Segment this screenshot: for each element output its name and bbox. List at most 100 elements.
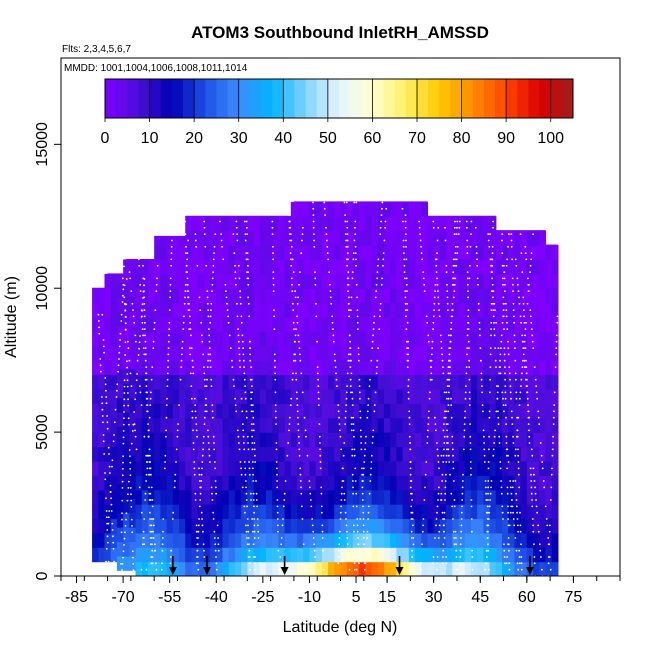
rh-cell (352, 230, 360, 246)
track-dot (349, 340, 351, 343)
rh-cell (297, 216, 304, 232)
rh-cell (228, 403, 236, 419)
rh-cell (191, 259, 199, 275)
rh-cell (172, 245, 180, 261)
track-dot (220, 233, 223, 236)
track-dot (367, 397, 370, 400)
colorbar-bin (116, 79, 128, 118)
track-dot (446, 429, 448, 432)
rh-cell (439, 388, 447, 404)
rh-cell (408, 259, 416, 275)
track-dot (175, 448, 178, 451)
track-dot (499, 372, 502, 375)
track-dot (192, 366, 194, 368)
rh-cell (359, 417, 366, 433)
track-dot (106, 529, 109, 531)
track-dot (506, 467, 508, 470)
track-dot (495, 366, 497, 368)
rh-cell (172, 489, 180, 505)
track-dot (420, 562, 423, 565)
rh-cell (415, 360, 422, 376)
rh-cell (359, 245, 366, 261)
track-dot (313, 233, 315, 236)
x-tick-label: 60 (518, 589, 536, 606)
track-dot (329, 296, 332, 299)
track-dot (360, 435, 362, 438)
rh-cell (259, 331, 267, 347)
track-dot (488, 435, 490, 438)
rh-cell (489, 360, 497, 376)
track-dot (480, 372, 483, 375)
track-dot (505, 423, 507, 425)
rh-cell (415, 345, 422, 361)
track-dot (344, 220, 347, 223)
track-dot (216, 524, 219, 527)
track-dot (184, 220, 187, 223)
rh-cell (147, 446, 155, 462)
rh-cell (160, 475, 168, 491)
rh-cell (92, 331, 99, 347)
track-dot (146, 467, 149, 470)
track-dot (379, 226, 382, 229)
track-dot (402, 239, 405, 242)
rh-cell (141, 374, 149, 390)
track-dot (127, 480, 130, 483)
track-dot (406, 321, 409, 324)
track-dot (490, 334, 492, 337)
track-dot (234, 264, 236, 267)
rh-cell (408, 216, 416, 232)
track-dot (345, 404, 348, 406)
track-dot (499, 359, 501, 362)
rh-cell (135, 504, 143, 520)
track-dot (144, 334, 146, 337)
rh-cell (365, 273, 373, 289)
rh-cell (284, 374, 292, 390)
rh-cell (433, 288, 441, 304)
track-dot (151, 499, 154, 501)
x-tick-label: 5 (352, 589, 361, 606)
rh-cell (365, 245, 373, 261)
track-dot (434, 416, 436, 419)
track-dot (493, 334, 496, 337)
rh-cell (383, 460, 391, 476)
track-dot (347, 359, 350, 362)
rh-cell (179, 245, 186, 261)
rh-cell (396, 518, 404, 534)
track-dot (455, 562, 458, 565)
rh-cell (533, 302, 540, 318)
rh-cell (408, 331, 416, 347)
rh-cell (551, 489, 559, 505)
track-dot (507, 454, 509, 457)
track-dot (123, 398, 126, 401)
track-dot (340, 505, 342, 508)
track-dot (130, 518, 133, 521)
rh-cell (415, 273, 422, 289)
track-dot (247, 302, 250, 305)
track-dot (528, 435, 531, 438)
track-dot (127, 340, 129, 343)
rh-cell (495, 302, 503, 318)
track-dot (126, 366, 128, 369)
rh-cell (346, 374, 354, 390)
track-dot (135, 448, 138, 451)
rh-cell (439, 532, 447, 548)
track-dot (132, 569, 135, 572)
rh-cell (539, 374, 547, 390)
rh-cell (278, 345, 286, 361)
track-dot (455, 537, 457, 539)
rh-cell (197, 374, 205, 390)
track-dot (444, 499, 446, 501)
rh-cell (210, 288, 217, 304)
track-dot (424, 473, 427, 476)
rh-cell (272, 388, 279, 404)
rh-cell (383, 259, 391, 275)
rh-cell (315, 532, 323, 548)
track-dot (145, 461, 148, 463)
rh-cell (129, 354, 137, 370)
rh-cell (545, 302, 553, 318)
rh-cell (464, 432, 472, 448)
rh-cell (365, 489, 373, 505)
rh-cell (334, 388, 342, 404)
track-dot (526, 302, 529, 305)
rh-cell (458, 532, 466, 548)
